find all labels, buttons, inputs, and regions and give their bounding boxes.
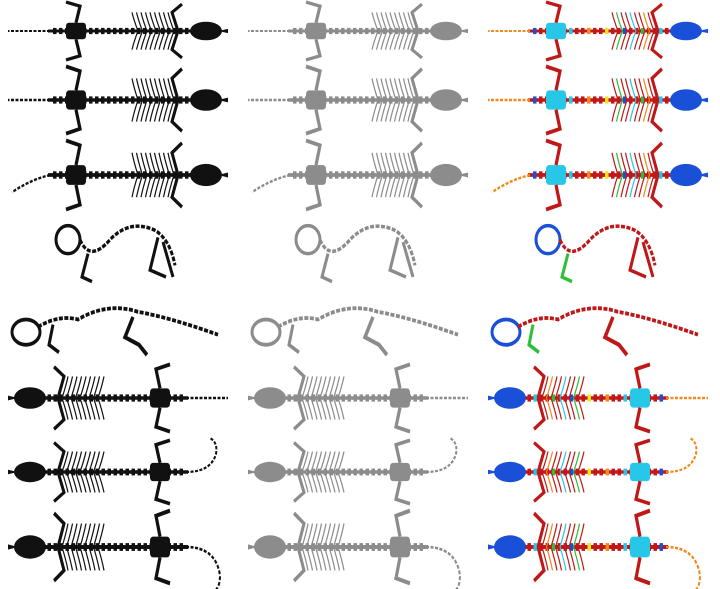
skeleton-volume-image: [248, 436, 458, 506]
skeleton-heatmap-row-4: [488, 214, 708, 284]
skeleton-volume-row-6: [248, 362, 468, 434]
skeleton-binary-row-6: [8, 362, 228, 434]
skeleton-binary-image: [10, 306, 219, 357]
skeleton-binary-row-2: [8, 64, 228, 136]
skeleton-volume-row-5: [248, 284, 468, 360]
skeleton-heatmap-image: [488, 436, 698, 506]
skeleton-volume-row-4: [248, 214, 468, 284]
skeleton-binary-row-8: [8, 508, 228, 589]
skeleton-binary-row-3: [8, 138, 228, 212]
skeleton-volume-row-3: [248, 138, 468, 212]
skeleton-binary-image: [11, 138, 228, 212]
skeleton-volume-row-8: [248, 508, 468, 589]
skeleton-binary-image: [8, 508, 222, 589]
skeleton-volume-image: [248, 64, 468, 136]
skeleton-heatmap-row-2: [488, 64, 708, 136]
skeleton-binary-image: [8, 436, 218, 506]
skeleton-heatmap-row-7: [488, 436, 708, 506]
skeleton-binary-row-4: [8, 214, 228, 284]
skeleton-heatmap-image: [488, 508, 702, 589]
skeleton-volume-image: [248, 362, 468, 434]
skeleton-binary-image: [8, 64, 228, 136]
skeleton-heatmap-row-6: [488, 362, 708, 434]
skeleton-binary-row-1: [8, 0, 228, 62]
skeleton-heatmap-image: [534, 223, 657, 284]
skeleton-heatmap-image: [490, 306, 699, 357]
skeleton-heatmap-image: [488, 0, 708, 62]
skeleton-volume-image: [294, 223, 417, 284]
skeleton-binary-row-7: [8, 436, 228, 506]
skeleton-heatmap-row-8: [488, 508, 708, 589]
skeleton-heatmap-row-1: [488, 0, 708, 62]
skeleton-volume-row-7: [248, 436, 468, 506]
skeleton-volume-row-2: [248, 64, 468, 136]
skeleton-volume-row-1: [248, 0, 468, 62]
skeleton-heatmap-row-5: [488, 284, 708, 360]
skeleton-volume-image: [250, 306, 459, 357]
skeleton-volume-image: [248, 508, 462, 589]
skeleton-volume-image: [248, 0, 468, 62]
skeleton-binary-image: [8, 362, 228, 434]
skeleton-heatmap-image: [491, 138, 708, 212]
skeleton-heatmap-image: [488, 64, 708, 136]
skeleton-heatmap-image: [488, 362, 708, 434]
skeleton-heatmap-row-3: [488, 138, 708, 212]
skeleton-volume-image: [251, 138, 468, 212]
skeleton-binary-image: [8, 0, 228, 62]
skeleton-binary-row-5: [8, 284, 228, 360]
skeleton-binary-image: [54, 223, 177, 284]
